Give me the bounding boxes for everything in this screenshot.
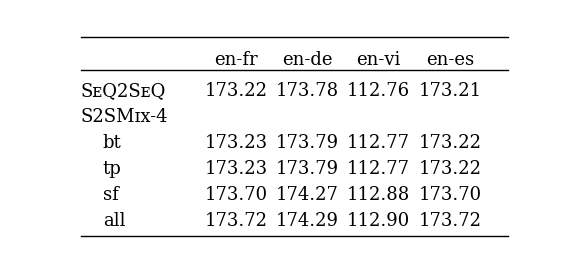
Text: 112.77: 112.77 xyxy=(347,134,410,152)
Text: tp: tp xyxy=(103,160,122,178)
Text: 173.70: 173.70 xyxy=(418,186,482,204)
Text: 174.27: 174.27 xyxy=(276,186,339,204)
Text: 112.90: 112.90 xyxy=(347,212,410,230)
Text: 112.76: 112.76 xyxy=(347,82,410,100)
Text: 173.79: 173.79 xyxy=(276,160,339,178)
Text: 173.23: 173.23 xyxy=(205,160,268,178)
Text: 173.79: 173.79 xyxy=(276,134,339,152)
Text: en-es: en-es xyxy=(426,51,474,69)
Text: sf: sf xyxy=(103,186,119,204)
Text: en-vi: en-vi xyxy=(356,51,401,69)
Text: SᴇQ2SᴇQ: SᴇQ2SᴇQ xyxy=(80,82,166,100)
Text: 112.88: 112.88 xyxy=(347,186,410,204)
Text: en-fr: en-fr xyxy=(215,51,258,69)
Text: 173.78: 173.78 xyxy=(276,82,339,100)
Text: 173.70: 173.70 xyxy=(205,186,268,204)
Text: bt: bt xyxy=(103,134,122,152)
Text: 174.29: 174.29 xyxy=(276,212,339,230)
Text: 112.77: 112.77 xyxy=(347,160,410,178)
Text: 173.21: 173.21 xyxy=(418,82,482,100)
Text: 173.22: 173.22 xyxy=(418,160,482,178)
Text: 173.22: 173.22 xyxy=(205,82,268,100)
Text: 173.23: 173.23 xyxy=(205,134,268,152)
Text: 173.22: 173.22 xyxy=(418,134,482,152)
Text: en-de: en-de xyxy=(282,51,333,69)
Text: S2SMɪx-4: S2SMɪx-4 xyxy=(80,108,168,126)
Text: 173.72: 173.72 xyxy=(205,212,268,230)
Text: 173.72: 173.72 xyxy=(418,212,482,230)
Text: all: all xyxy=(103,212,125,230)
